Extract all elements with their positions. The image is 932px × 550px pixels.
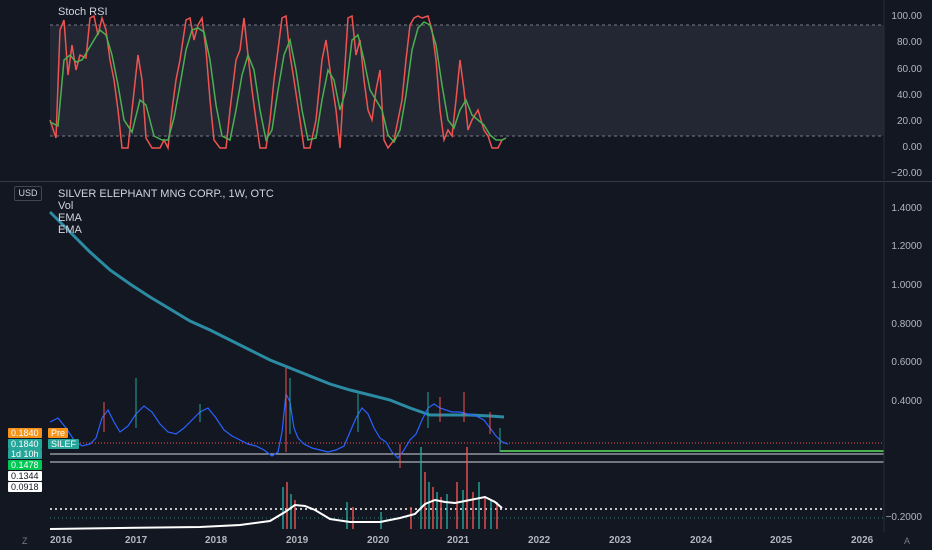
rsi-axis-tick: 60.00: [896, 64, 922, 75]
countdown-badge: 1d 10h: [8, 449, 42, 459]
x-tick: 2019: [286, 535, 309, 546]
symbol-badge: SILEF: [48, 439, 80, 449]
level-2-badge: 0.0918: [8, 482, 42, 492]
price-axis-tick: −0.2000: [885, 512, 922, 523]
pre-price-value: 0.1840: [11, 428, 39, 438]
indicator-ema-1[interactable]: EMA: [58, 212, 82, 224]
ema-green-badge: 0.1478: [8, 460, 42, 470]
auto-scale-icon[interactable]: A: [904, 536, 911, 546]
x-tick: 2023: [609, 535, 632, 546]
x-tick: 2022: [528, 535, 551, 546]
x-tick: 2024: [690, 535, 713, 546]
rsi-axis-tick: 0.00: [902, 142, 922, 153]
price-pane[interactable]: USD SILVER ELEPHANT MNG CORP., 1W, OTC V…: [0, 182, 932, 532]
x-tick: 2020: [367, 535, 390, 546]
price-axis-tick: 0.6000: [891, 357, 922, 368]
price-chart: [48, 182, 885, 532]
ema-short-line: [49, 391, 509, 459]
pre-price-badge: 0.1840: [8, 428, 42, 438]
rsi-axis-tick: 100.00: [891, 11, 922, 22]
last-price-value: 0.1840: [11, 439, 39, 449]
last-price-badge: 0.1840: [8, 439, 42, 449]
x-tick: 2017: [125, 535, 148, 546]
level-1-badge: 0.1344: [8, 471, 42, 481]
price-axis-tick: 0.4000: [891, 396, 922, 407]
pre-label-badge: Pre: [48, 428, 69, 438]
level-1-value: 0.1344: [11, 471, 39, 481]
rsi-axis-tick: 20.00: [896, 116, 922, 127]
price-axis-tick: 1.0000: [891, 280, 922, 291]
level-2-value: 0.0918: [11, 482, 39, 492]
x-tick: 2025: [770, 535, 793, 546]
x-tick: 2018: [205, 535, 228, 546]
rsi-axis-tick: 40.00: [896, 90, 922, 101]
symbol-label: SILEF: [51, 439, 77, 449]
volume-bars: [282, 447, 498, 529]
rsi-title: Stoch RSI: [58, 6, 108, 18]
currency-badge[interactable]: USD: [14, 186, 42, 201]
ema-green-value: 0.1478: [11, 460, 39, 470]
rsi-axis-tick: −20.00: [891, 168, 922, 179]
rsi-d-line: [49, 21, 507, 144]
pane-divider[interactable]: [0, 181, 932, 182]
price-axis-tick: 0.8000: [891, 319, 922, 330]
price-axis-tick: 1.2000: [891, 241, 922, 252]
stoch-rsi-pane[interactable]: Stoch RSI 100.00 80.00 60.00 40.00 20.00…: [0, 0, 932, 180]
rsi-axis-tick: 80.00: [896, 37, 922, 48]
price-candles: [103, 368, 501, 468]
ema-long-line: [48, 210, 505, 419]
symbol-title: SILVER ELEPHANT MNG CORP., 1W, OTC: [58, 188, 274, 200]
indicator-ema-2[interactable]: EMA: [58, 224, 82, 236]
stoch-rsi-chart: [49, 0, 885, 180]
price-axis-tick: 1.4000: [891, 203, 922, 214]
x-tick: 2026: [851, 535, 874, 546]
zoom-reset-icon[interactable]: Z: [22, 536, 28, 546]
volume-ma-curve: [49, 495, 503, 530]
x-tick: 2021: [447, 535, 470, 546]
indicator-vol[interactable]: Vol: [58, 200, 74, 212]
countdown-value: 1d 10h: [11, 449, 39, 459]
x-tick: 2016: [50, 535, 73, 546]
pre-label: Pre: [51, 428, 66, 438]
